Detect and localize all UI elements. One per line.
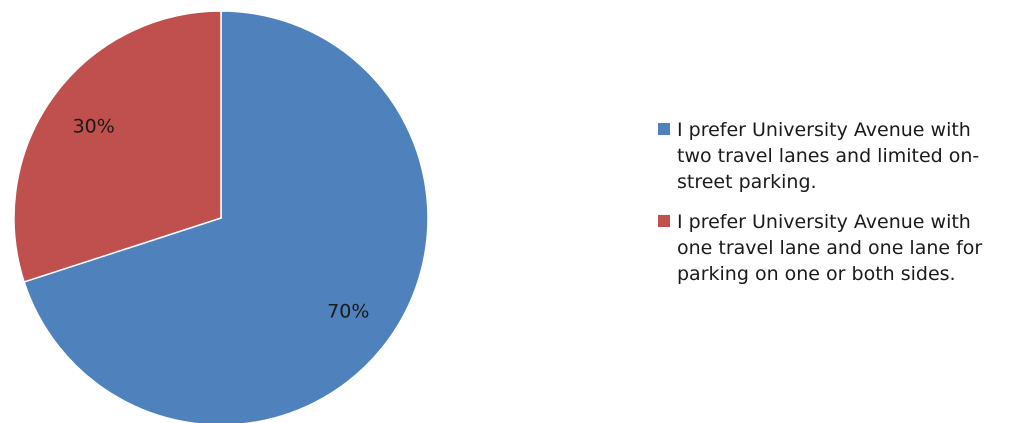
pie-label-one-lane: 30%: [73, 116, 115, 138]
legend-item-one-lane: I prefer University Avenue with one trav…: [658, 209, 1030, 287]
legend-label-two-lanes-line-1: I prefer University Avenue with: [677, 119, 971, 141]
legend-label-one-lane-line-2: one travel lane and one lane for: [677, 237, 983, 259]
pie-label-two-lanes: 70%: [327, 300, 369, 322]
legend-label-one-lane-line-1: I prefer University Avenue with: [677, 211, 971, 233]
pie-data-labels: 70% 30%: [73, 116, 370, 323]
legend-swatch-one-lane: [658, 215, 670, 227]
pie-slice-one-lane: [13, 10, 222, 283]
legend-swatch-two-lanes: [658, 123, 670, 135]
legend-label-one-lane-line-3: parking on one or both sides.: [677, 263, 956, 285]
pie-slices: [13, 10, 429, 423]
legend: I prefer University Avenue with two trav…: [658, 117, 1030, 301]
legend-label-two-lanes-line-2: two travel lanes and limited on-: [677, 145, 980, 167]
pie-slice-two-lanes: [23, 10, 429, 423]
legend-label-two-lanes-line-3: street parking.: [677, 171, 817, 193]
legend-item-two-lanes: I prefer University Avenue with two trav…: [658, 117, 1030, 195]
